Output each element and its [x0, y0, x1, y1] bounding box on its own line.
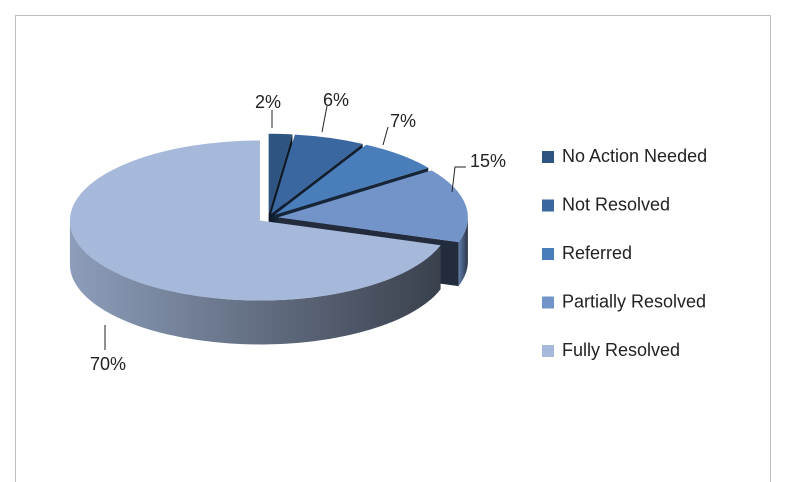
slice	[271, 134, 363, 214]
leader-line	[382, 126, 389, 146]
slice	[274, 144, 429, 215]
legend-swatch	[542, 248, 554, 260]
slice-side	[458, 217, 468, 287]
chart-frame	[15, 15, 771, 482]
legend-swatch	[542, 199, 554, 212]
legend-label: Fully Resolved	[562, 340, 680, 360]
data-label: 2%	[255, 92, 281, 112]
slice-side	[69, 220, 441, 345]
legend-swatch	[542, 296, 554, 309]
legend-label: No Action Needed	[562, 146, 707, 166]
data-label: 7%	[390, 111, 416, 131]
data-label: 15%	[470, 151, 506, 171]
leader-line	[321, 105, 328, 133]
data-label: 70%	[90, 354, 126, 374]
slice	[268, 133, 293, 214]
legend-label: Referred	[562, 243, 632, 263]
legend-label: Not Resolved	[562, 194, 670, 214]
leader-line	[451, 166, 466, 193]
data-label: 6%	[323, 90, 349, 110]
legend-label: Partially Resolved	[562, 291, 706, 311]
slice	[277, 170, 468, 243]
legend-swatch	[542, 345, 554, 357]
slice	[69, 140, 441, 301]
legend-swatch	[542, 151, 554, 163]
